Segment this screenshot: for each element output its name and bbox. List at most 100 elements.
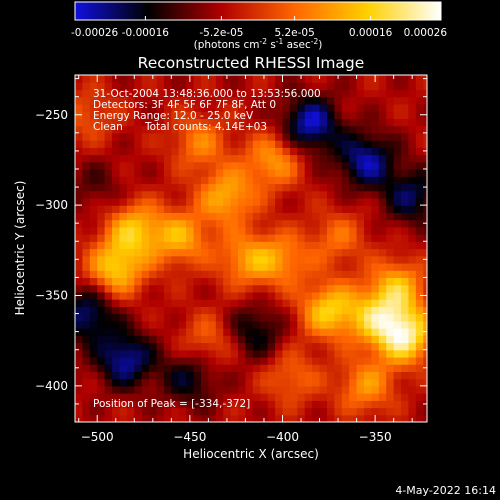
heatmap-cell: [415, 400, 424, 409]
heatmap-cell: [356, 385, 365, 394]
heatmap-cell: [341, 140, 350, 148]
heatmap-cell: [312, 132, 321, 141]
heatmap-cell: [319, 75, 328, 83]
heatmap-cell: [423, 96, 427, 105]
heatmap-cell: [156, 154, 165, 163]
heatmap-cell: [149, 183, 158, 192]
heatmap-cell: [401, 270, 410, 279]
heatmap-cell: [319, 82, 328, 91]
heatmap-cell: [223, 378, 232, 387]
heatmap-cell: [208, 328, 217, 336]
heatmap-cell: [326, 147, 335, 156]
heatmap-cell: [401, 161, 410, 170]
heatmap-cell: [415, 226, 424, 235]
heatmap-cell: [208, 248, 217, 257]
heatmap-cell: [371, 132, 380, 141]
heatmap-cell: [97, 197, 106, 206]
heatmap-cell: [297, 262, 306, 271]
heatmap-cell: [156, 349, 165, 358]
heatmap-cell: [156, 414, 165, 422]
heatmap-cell: [378, 378, 387, 387]
heatmap-cell: [334, 96, 343, 105]
heatmap-cell: [200, 400, 209, 409]
heatmap-cell: [223, 111, 232, 119]
heatmap-cell: [260, 371, 269, 380]
heatmap-cell: [386, 183, 395, 192]
heatmap-cell: [149, 190, 158, 199]
heatmap-cell: [215, 190, 224, 199]
heatmap-cell: [341, 103, 350, 112]
heatmap-cell: [104, 75, 113, 83]
heatmap-cell: [178, 284, 187, 293]
heatmap-cell: [89, 248, 98, 257]
heatmap-cell: [119, 96, 128, 105]
heatmap-cell: [364, 241, 373, 250]
heatmap-cell: [401, 118, 410, 127]
heatmap-cell: [349, 96, 358, 105]
heatmap-cell: [149, 400, 158, 409]
heatmap-cell: [163, 190, 172, 199]
heatmap-cell: [178, 132, 187, 141]
heatmap-cell: [275, 140, 284, 148]
heatmap-cell: [208, 82, 217, 91]
heatmap-cell: [364, 197, 373, 206]
heatmap-cell: [82, 234, 91, 242]
heatmap-cell: [386, 313, 395, 322]
heatmap-cell: [393, 414, 402, 422]
heatmap-cell: [104, 356, 113, 365]
heatmap-cell: [134, 212, 143, 221]
heatmap-cell: [393, 342, 402, 351]
heatmap-cell: [97, 291, 106, 300]
annotation-total-counts: Total counts: 4.14E+03: [144, 121, 267, 133]
heatmap-cell: [178, 183, 187, 192]
heatmap-cell: [171, 335, 180, 344]
heatmap-cell: [423, 212, 427, 221]
heatmap-cell: [393, 393, 402, 401]
heatmap-cell: [112, 313, 121, 322]
heatmap-cell: [334, 342, 343, 351]
heatmap-cell: [230, 277, 239, 286]
heatmap-cell: [89, 277, 98, 286]
heatmap-cell: [156, 125, 165, 134]
heatmap-cell: [356, 342, 365, 351]
heatmap-cell: [171, 125, 180, 134]
heatmap-cell: [349, 393, 358, 401]
heatmap-cell: [356, 132, 365, 141]
heatmap-cell: [423, 262, 427, 271]
heatmap-cell: [275, 226, 284, 235]
heatmap-cell: [408, 299, 417, 307]
heatmap-cell: [267, 262, 276, 271]
heatmap-cell: [401, 234, 410, 242]
heatmap-cell: [119, 342, 128, 351]
heatmap-cell: [112, 385, 121, 394]
heatmap-cell: [260, 161, 269, 170]
heatmap-cell: [393, 75, 402, 83]
heatmap-cell: [282, 248, 291, 257]
heatmap-cell: [364, 385, 373, 394]
heatmap-cell: [415, 118, 424, 127]
heatmap-cell: [230, 306, 239, 315]
heatmap-cell: [178, 349, 187, 358]
heatmap-cell: [393, 335, 402, 344]
heatmap-cell: [141, 400, 150, 409]
heatmap-cell: [215, 248, 224, 257]
heatmap-cell: [319, 234, 328, 242]
heatmap-cell: [319, 125, 328, 134]
heatmap-cell: [282, 328, 291, 336]
heatmap-cell: [126, 197, 135, 206]
heatmap-cell: [364, 219, 373, 228]
heatmap-cell: [326, 371, 335, 380]
heatmap-cell: [356, 75, 365, 83]
heatmap-cell: [349, 168, 358, 177]
heatmap-cell: [319, 335, 328, 344]
heatmap-cell: [149, 205, 158, 213]
heatmap-cell: [371, 234, 380, 242]
heatmap-cell: [260, 393, 269, 401]
heatmap-cell: [267, 255, 276, 264]
heatmap-cell: [104, 125, 113, 134]
heatmap-cell: [223, 400, 232, 409]
heatmap-cell: [319, 371, 328, 380]
heatmap-cell: [364, 356, 373, 365]
heatmap-cell: [75, 205, 84, 213]
heatmap-cell: [215, 414, 224, 422]
